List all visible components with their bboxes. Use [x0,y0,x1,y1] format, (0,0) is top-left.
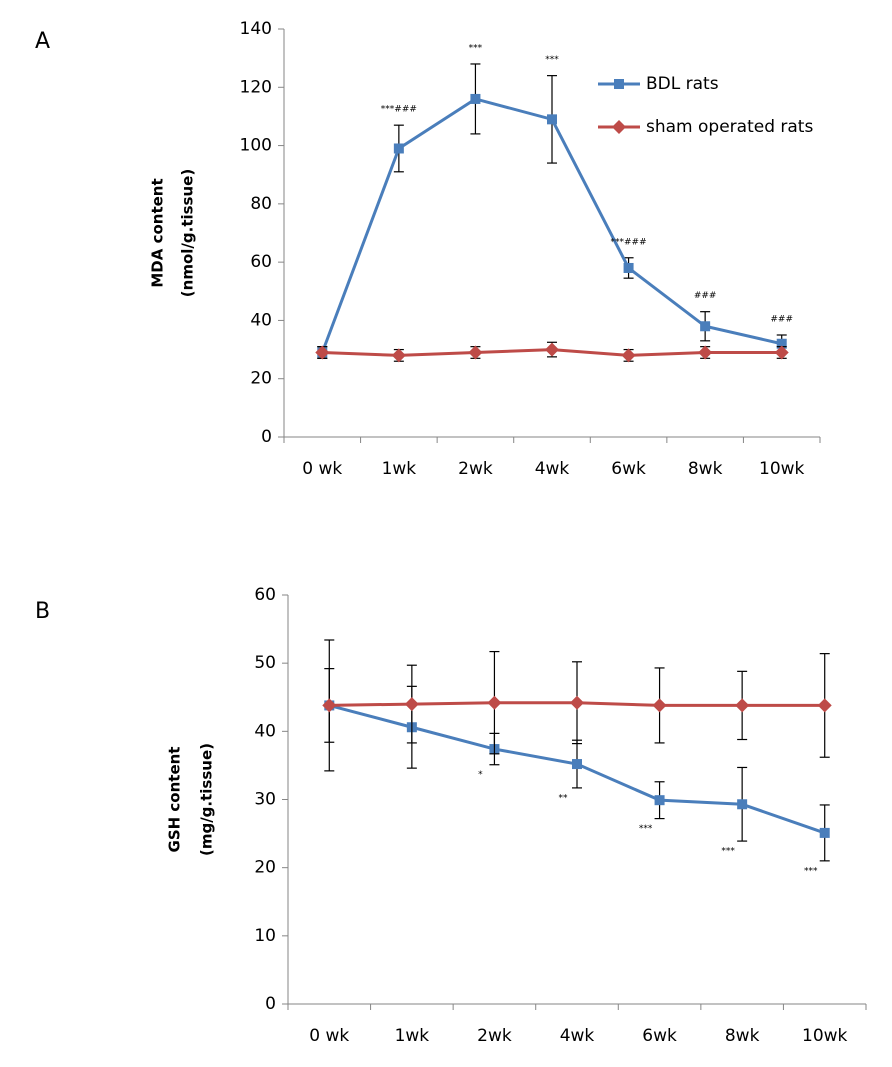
y-tick-label: 10 [254,926,276,946]
annotation: *** [721,847,735,857]
marker [468,345,483,360]
x-tick-label: 2wk [458,459,493,479]
y-tick-label: 40 [254,721,276,741]
y-tick-label: 80 [250,194,272,214]
annotation: *** [469,43,483,53]
marker [621,348,636,363]
annotation: *** [639,824,653,834]
y-tick-label: 40 [250,310,272,330]
y-tick-label: 100 [240,136,272,156]
x-tick-label: 2wk [477,1026,512,1046]
legend-label: BDL rats [646,74,719,94]
y-axis-label: GSH content [166,747,184,853]
y-tick-label: 20 [250,369,272,389]
marker [545,342,559,357]
marker [652,698,667,713]
x-tick-label: 8wk [725,1026,760,1046]
marker [572,759,582,770]
x-tick-label: 0 wk [302,459,342,479]
annotation: *** [804,866,818,876]
y-tick-label: 120 [240,77,272,97]
x-tick-label: 10wk [802,1026,848,1046]
y-axis-label: (mg/g.tissue) [198,743,216,856]
y-tick-label: 50 [254,653,276,673]
marker [735,698,750,713]
marker [487,695,502,710]
y-tick-label: 20 [254,858,276,878]
annotation: ***### [611,237,647,247]
marker [623,262,634,273]
y-tick-label: 0 [265,994,276,1014]
marker [404,697,419,712]
marker [470,93,481,104]
x-tick-label: 1wk [395,1026,430,1046]
x-tick-label: 1wk [382,459,417,479]
annotation: ### [770,315,793,325]
marker [393,143,404,154]
x-tick-label: 0 wk [309,1026,349,1046]
marker [322,698,337,713]
y-tick-label: 60 [250,252,272,272]
annotation: ** [559,793,569,803]
y-tick-label: 30 [254,790,276,810]
x-tick-label: 4wk [535,459,570,479]
legend-label: sham operated rats [646,117,813,137]
marker [819,827,830,838]
panel-label: A [35,29,50,54]
marker [654,795,665,806]
y-tick-label: 0 [261,427,272,447]
y-tick-label: 60 [254,585,276,605]
annotation: *** [545,55,559,65]
panel-label: B [35,599,50,624]
annotation: ### [694,291,717,301]
x-tick-label: 8wk [688,459,723,479]
y-tick-label: 140 [240,19,272,39]
y-axis-label: MDA content [149,178,167,287]
annotation: ***### [381,105,417,115]
marker [774,345,789,360]
marker [614,79,624,89]
annotation: * [478,770,483,780]
marker [737,799,748,810]
marker [547,114,557,125]
x-tick-label: 4wk [560,1026,595,1046]
marker [391,348,406,363]
marker [698,345,713,360]
x-tick-label: 6wk [642,1026,677,1046]
marker [315,345,330,360]
marker [817,698,832,713]
y-axis-label: (nmol/g.tissue) [179,169,197,297]
marker [612,120,626,134]
x-tick-label: 6wk [611,459,646,479]
x-tick-label: 10wk [759,459,805,479]
marker [776,338,787,349]
marker [570,695,584,710]
marker [700,321,711,332]
